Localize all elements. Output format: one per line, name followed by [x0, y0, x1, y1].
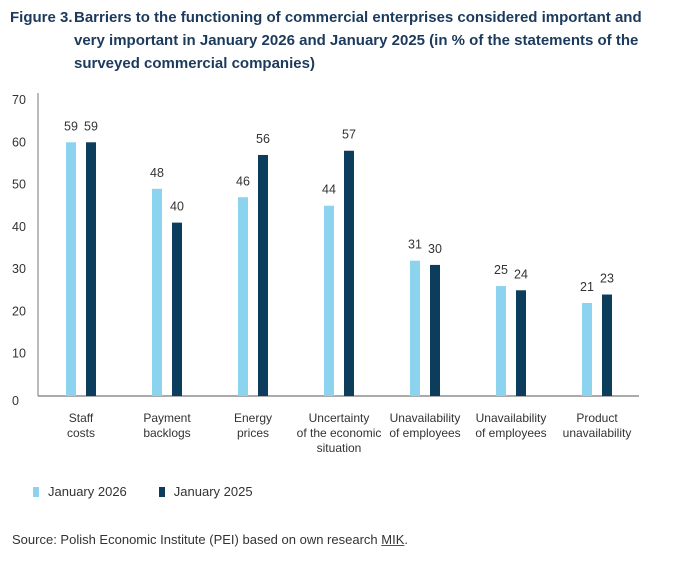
value-label: 40 — [170, 200, 184, 214]
bar-2026 — [152, 188, 162, 396]
value-label: 59 — [64, 119, 78, 133]
y-tick-label: 20 — [12, 304, 26, 318]
value-labels: 59 59 48 40 46 56 44 57 31 30 25 24 21 23 — [64, 119, 614, 294]
value-label: 30 — [428, 242, 442, 256]
x-tick-label-line: Product — [576, 411, 618, 425]
legend: January 2026 January 2025 — [33, 484, 285, 499]
value-label: 59 — [84, 119, 98, 133]
bar-chart: 0 10 20 30 40 50 60 70 59 59 48 40 46 56 44 57 31 30 25 24… — [12, 93, 639, 455]
x-tick-label-line: unavailability — [563, 426, 632, 440]
x-tick-label: Product unavailability — [563, 411, 632, 440]
y-tick-label: 70 — [12, 93, 26, 107]
x-tick-label-line: Payment — [143, 411, 191, 425]
x-tick-label-line: of employees — [389, 426, 460, 440]
bar-2025 — [258, 154, 268, 396]
value-label: 48 — [150, 166, 164, 180]
y-tick-label: 50 — [12, 178, 26, 192]
legend-swatch-2025 — [158, 486, 165, 497]
value-label: 31 — [408, 238, 422, 252]
x-tick-label: Unavailability of employees — [475, 411, 546, 440]
x-axis-labels: Staff costs Payment backlogs Energy prices Unc… — [67, 411, 631, 455]
value-label: 24 — [514, 267, 528, 281]
x-tick-label-line: of employees — [475, 426, 546, 440]
x-tick-label: Energy prices — [234, 411, 272, 440]
y-tick-label: 40 — [12, 220, 26, 234]
value-label: 44 — [322, 183, 336, 197]
bar-2025 — [516, 290, 526, 396]
bar-2025 — [86, 142, 96, 396]
figure-caption: Barriers to the functioning of commercia… — [74, 9, 642, 72]
x-tick-label-line: Uncertainty — [309, 411, 370, 425]
bar-2026 — [582, 302, 592, 396]
y-tick-label: 10 — [12, 347, 26, 361]
x-tick-label-line: Unavailability — [476, 411, 547, 425]
value-label: 56 — [256, 132, 270, 146]
source-note: Source: Polish Economic Institute (PEI) … — [12, 532, 408, 547]
bar-2026 — [410, 260, 420, 396]
x-tick-label-line: situation — [317, 441, 362, 455]
value-label: 57 — [342, 128, 356, 142]
x-tick-label: Unavailability of employees — [389, 411, 460, 440]
bar-2026 — [324, 205, 334, 396]
bar-2025 — [172, 222, 182, 396]
figure-number: Figure 3. — [10, 9, 73, 26]
y-tick-label: 30 — [12, 262, 26, 276]
legend-swatch-2026 — [33, 486, 39, 497]
x-tick-label: Payment backlogs — [143, 411, 191, 440]
x-tick-label-line: prices — [237, 426, 269, 440]
value-label: 46 — [236, 174, 250, 188]
bar-2025 — [430, 264, 440, 396]
legend-label-2026: January 2026 — [48, 484, 127, 499]
value-label: 25 — [494, 263, 508, 277]
x-tick-label-line: Energy — [234, 411, 272, 425]
y-tick-label: 60 — [12, 135, 26, 149]
bar-2026 — [66, 142, 76, 396]
y-tick-label: 0 — [12, 394, 19, 408]
x-tick-label-line: Unavailability — [390, 411, 461, 425]
legend-item-2025: January 2025 — [158, 484, 253, 499]
bar-2025 — [344, 150, 354, 396]
value-label: 23 — [600, 272, 614, 286]
source-suffix: . — [404, 532, 408, 547]
value-label: 21 — [580, 280, 594, 294]
bars — [66, 142, 612, 396]
x-tick-label-line: Staff — [69, 411, 94, 425]
x-tick-label: Staff costs — [67, 411, 95, 440]
bar-2026 — [238, 197, 248, 396]
legend-item-2026: January 2026 — [33, 484, 127, 499]
bar-2025 — [602, 294, 612, 396]
source-text: Source: Polish Economic Institute (PEI) … — [12, 532, 382, 547]
x-tick-label-line: backlogs — [143, 426, 190, 440]
legend-label-2025: January 2025 — [173, 484, 253, 499]
bar-2026 — [496, 286, 506, 396]
y-axis: 0 10 20 30 40 50 60 70 — [12, 93, 639, 408]
source-link-mik[interactable]: MIK — [381, 532, 405, 547]
x-tick-label-line: of the economic — [297, 426, 382, 440]
x-tick-label: Uncertainty of the economic situation — [297, 411, 382, 455]
x-tick-label-line: costs — [67, 426, 95, 440]
